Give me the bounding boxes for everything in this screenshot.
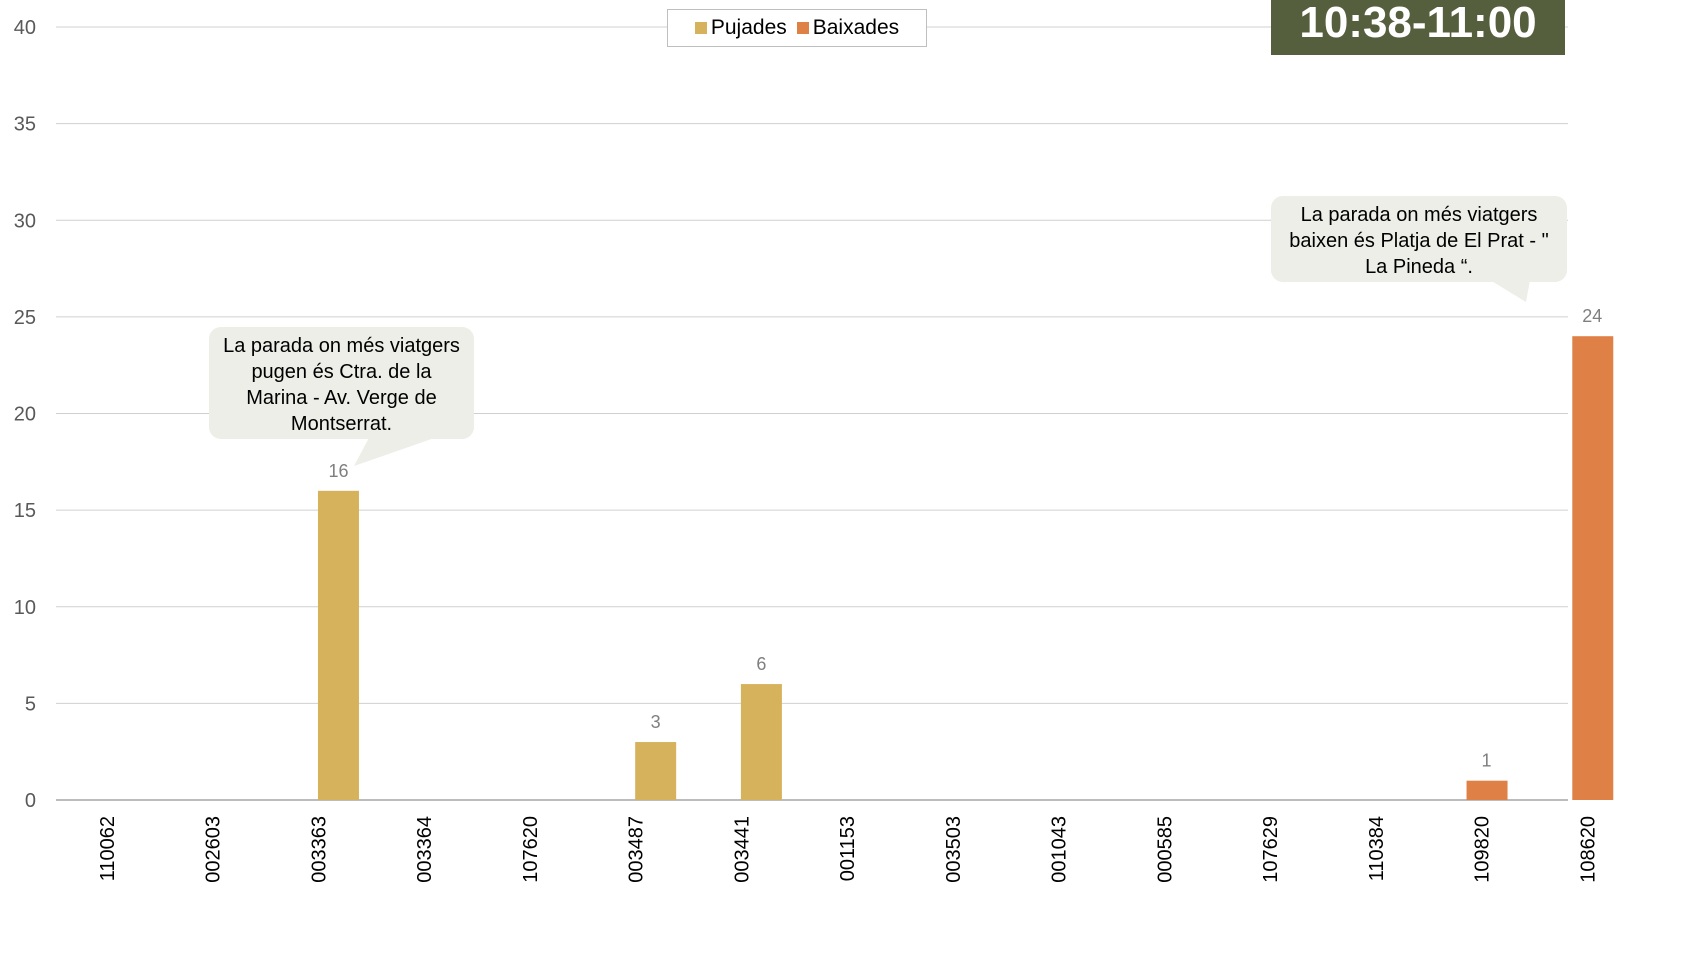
x-tick-label-group: 002603 xyxy=(203,816,225,883)
x-tick-label: 107629 xyxy=(1260,816,1282,883)
y-axis-ticks: 0 5 10 15 20 25 30 35 40 xyxy=(14,17,36,812)
bar-pujades xyxy=(635,742,677,800)
time-range-title: 10:38-11:00 xyxy=(1271,0,1565,55)
x-tick-label-group: 003487 xyxy=(626,816,648,883)
x-tick-label: 108620 xyxy=(1577,816,1599,883)
y-tick-label: 20 xyxy=(14,404,36,426)
x-tick-label-group: 108620 xyxy=(1577,816,1599,883)
bar-baixades xyxy=(1572,336,1614,800)
x-tick-label-group: 003363 xyxy=(308,816,330,883)
callout-max-boardings-tail xyxy=(354,436,440,466)
x-tick-label: 003441 xyxy=(731,816,753,883)
bars xyxy=(317,336,1614,800)
x-tick-label: 001153 xyxy=(837,816,859,881)
callout-max-alightings-tail xyxy=(1490,280,1530,302)
data-label: 3 xyxy=(651,712,661,732)
x-tick-label: 003364 xyxy=(414,816,436,883)
x-tick-label: 110062 xyxy=(97,816,119,881)
x-tick-label: 003363 xyxy=(308,816,330,883)
legend-swatch-pujades xyxy=(694,22,707,34)
x-tick-label: 000585 xyxy=(1154,816,1176,883)
legend: Pujades Baixades xyxy=(667,9,927,47)
x-tick-label-group: 110062 xyxy=(97,816,119,881)
data-labels: 16 3 6 1 24 xyxy=(328,306,1602,770)
legend-item-pujades: Pujades xyxy=(694,16,787,40)
x-tick-label-group: 000585 xyxy=(1154,816,1176,883)
x-tick-label-group: 003364 xyxy=(414,816,436,883)
y-tick-label: 25 xyxy=(14,307,36,329)
data-label: 24 xyxy=(1582,306,1602,326)
y-tick-label: 15 xyxy=(14,500,36,522)
x-tick-label: 002603 xyxy=(203,816,225,883)
y-tick-label: 35 xyxy=(14,114,36,136)
y-tick-label: 10 xyxy=(14,597,36,619)
x-axis-ticks: 110062 002603 003363 003364 107620 003487 0034… xyxy=(97,816,1599,883)
legend-label-baixades: Baixades xyxy=(812,16,900,39)
x-tick-label-group: 001043 xyxy=(1049,816,1071,883)
x-tick-label-group: 001153 xyxy=(837,816,859,881)
x-tick-label: 107620 xyxy=(520,816,542,883)
x-tick-label-group: 109820 xyxy=(1472,816,1494,883)
x-tick-label: 109820 xyxy=(1472,816,1494,883)
y-tick-label: 0 xyxy=(25,790,36,812)
x-tick-label: 110384 xyxy=(1366,816,1388,881)
x-tick-label-group: 107620 xyxy=(520,816,542,883)
x-tick-label-group: 003441 xyxy=(731,816,753,883)
bar-pujades xyxy=(740,684,782,800)
bar-pujades xyxy=(317,490,359,800)
x-tick-label-group: 107629 xyxy=(1260,816,1282,883)
y-tick-label: 40 xyxy=(14,17,36,39)
callout-max-boardings: La parada on més viatgers pugen és Ctra.… xyxy=(209,327,474,439)
bar-baixades xyxy=(1466,780,1508,800)
y-tick-label: 5 xyxy=(25,693,36,715)
x-tick-label: 003487 xyxy=(626,816,648,883)
data-label: 1 xyxy=(1482,751,1492,771)
data-label: 16 xyxy=(328,461,348,481)
callout-max-alightings: La parada on més viatgers baixen és Plat… xyxy=(1271,196,1567,282)
legend-swatch-baixades xyxy=(796,22,809,34)
x-tick-label: 001043 xyxy=(1049,816,1071,883)
y-tick-label: 30 xyxy=(14,210,36,232)
x-tick-label: 003503 xyxy=(943,816,965,883)
x-tick-label-group: 003503 xyxy=(943,816,965,883)
x-tick-label-group: 110384 xyxy=(1366,816,1388,881)
legend-label-pujades: Pujades xyxy=(710,16,787,39)
legend-item-baixades: Baixades xyxy=(796,16,900,40)
data-label: 6 xyxy=(756,654,766,674)
